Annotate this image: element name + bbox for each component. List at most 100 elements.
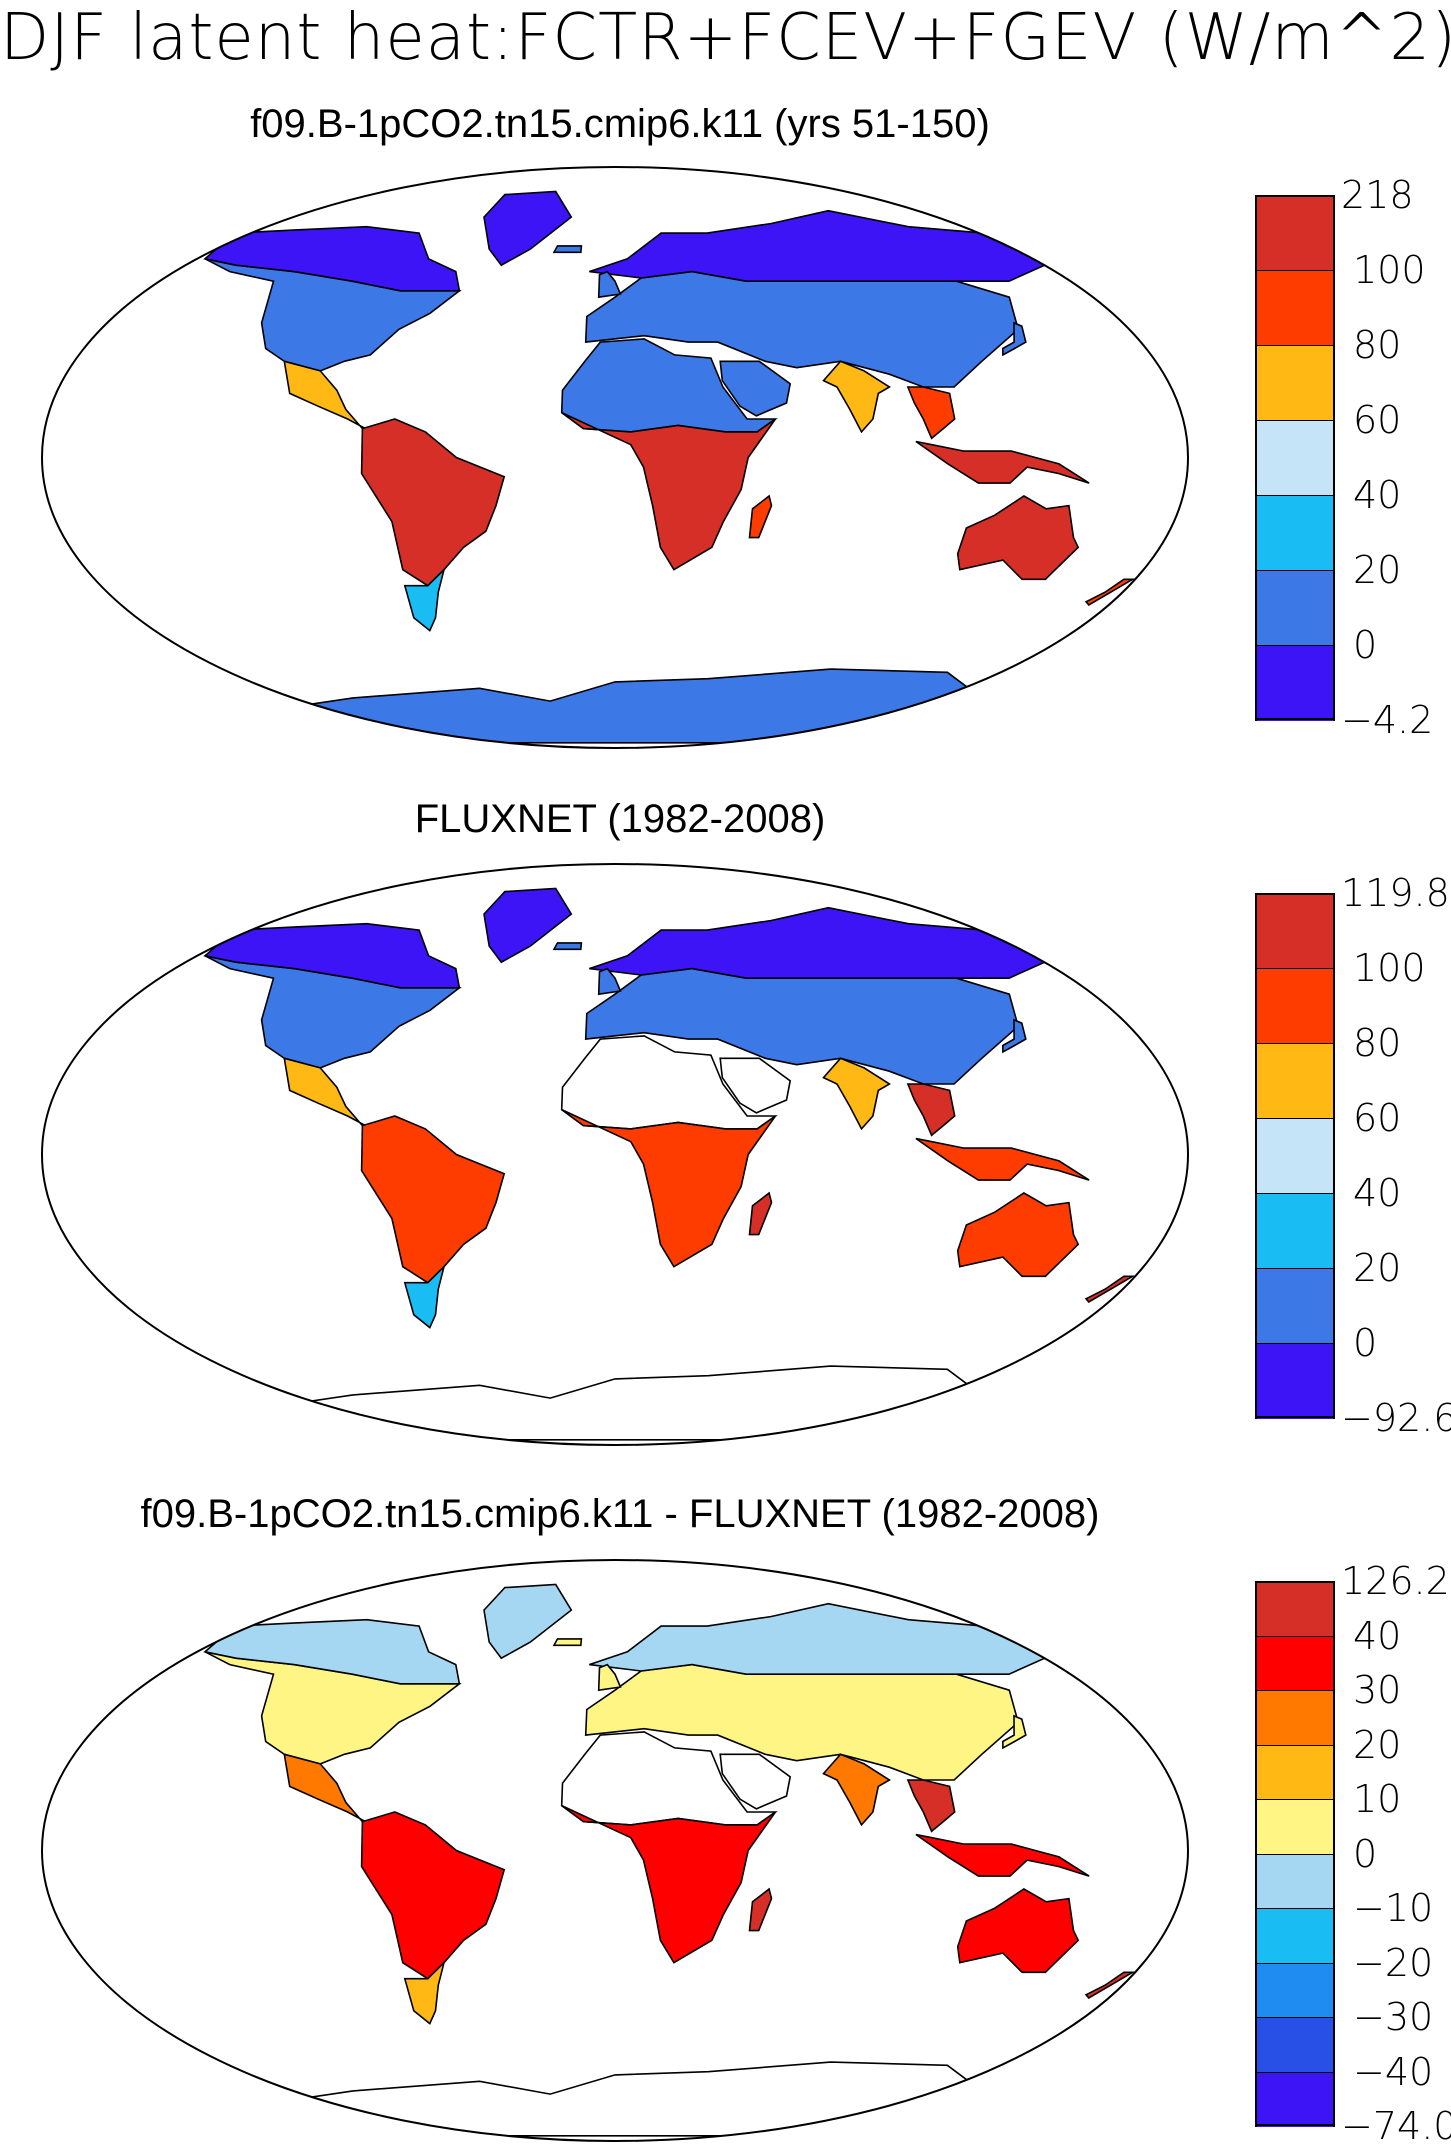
land-india	[822, 360, 891, 434]
colorbar-label: 40	[1353, 1613, 1402, 1658]
land-madag2	[552, 942, 583, 951]
colorbar-label: 30	[1353, 1668, 1402, 1712]
land-uk	[597, 967, 622, 996]
land-nz	[1084, 578, 1136, 607]
colorbar-label: 80	[1353, 323, 1402, 367]
land-cent-am	[283, 1057, 373, 1130]
colorbar-label: −40	[1353, 2049, 1434, 2094]
land-uk	[597, 270, 622, 299]
colorbar-label: −20	[1353, 1940, 1434, 1985]
land-greenland	[483, 887, 573, 964]
colorbar-swatch	[1255, 1043, 1335, 1119]
land-greenland	[483, 190, 573, 267]
land-madag2	[552, 1638, 583, 1647]
land-india	[822, 1057, 891, 1131]
land-indonesia	[915, 1137, 1090, 1181]
colorbar-label: 0	[1353, 1321, 1378, 1365]
land-sa-south	[403, 567, 446, 632]
land-antarctica	[242, 1365, 996, 1441]
colorbar-fluxnet: 119.8 100 80 60 40 20 0 −92.6	[1255, 873, 1451, 1438]
land-japan	[1001, 1714, 1027, 1750]
colorbar-swatch	[1255, 1690, 1335, 1746]
colorbar-swatch	[1255, 2017, 1335, 2073]
colorbar-swatch	[1255, 1193, 1335, 1269]
colorbar-label: 20	[1353, 1722, 1402, 1767]
land-antarctica	[242, 2061, 996, 2137]
panel-title-model: f09.B-1pCO2.tn15.cmip6.k11 (yrs 51-150)	[250, 102, 990, 146]
colorbar-swatch	[1255, 1744, 1335, 1800]
colorbar-model: 218 100 80 60 40 20 0 −4.2	[1255, 175, 1451, 740]
colorbar-label: 20	[1353, 1246, 1402, 1290]
land-africa-trop	[561, 1108, 777, 1268]
colorbar-label: 40	[1353, 473, 1402, 517]
land-arabia	[719, 360, 792, 417]
panel-title-difference: f09.B-1pCO2.tn15.cmip6.k11 - FLUXNET (19…	[140, 1492, 1100, 1536]
colorbar-swatch	[1255, 645, 1335, 721]
colorbar-swatch	[1255, 1853, 1335, 1909]
land-japan	[1001, 1018, 1027, 1054]
colorbar-swatch	[1255, 420, 1335, 496]
map-difference	[40, 1558, 1190, 2143]
land-seasia	[906, 1779, 956, 1833]
world-map-svg	[41, 1559, 1189, 2142]
colorbar-label: −4.2	[1341, 698, 1434, 742]
colorbar-label: 0	[1353, 1831, 1378, 1876]
colorbar-label: 119.8	[1341, 871, 1450, 915]
land-sa-south	[403, 1960, 446, 2025]
land-seasia	[906, 1083, 956, 1137]
land-antarctica	[242, 668, 996, 744]
colorbar-swatch	[1255, 270, 1335, 346]
colorbar-label: 60	[1353, 398, 1402, 442]
land-india	[822, 1753, 891, 1827]
land-eurasia-boreal	[589, 209, 1048, 282]
land-arabia	[719, 1057, 792, 1114]
colorbar-label: 40	[1353, 1171, 1402, 1215]
land-australia	[956, 1192, 1080, 1278]
colorbar-label: 100	[1353, 248, 1426, 292]
map-border	[41, 1559, 1189, 2142]
colorbar-swatch	[1255, 1343, 1335, 1419]
colorbar-label: 218	[1341, 173, 1414, 217]
land-madag2	[552, 245, 583, 254]
colorbar-swatch	[1255, 1799, 1335, 1855]
colorbar-swatch	[1255, 1908, 1335, 1964]
land-sa-south	[403, 1264, 446, 1329]
map-border	[41, 166, 1189, 749]
map-border	[41, 863, 1189, 1446]
colorbar-swatch	[1255, 968, 1335, 1044]
colorbar-swatch	[1255, 345, 1335, 421]
land-sa-trop	[360, 1115, 506, 1284]
land-na-boreal	[203, 922, 461, 989]
land-indonesia	[915, 440, 1090, 484]
land-madagascar	[748, 494, 773, 539]
colorbar-label: 126.21	[1341, 1559, 1451, 1603]
map-model	[40, 165, 1190, 750]
colorbar-label: 80	[1353, 1021, 1402, 1065]
land-na-boreal	[203, 225, 461, 292]
land-madagascar	[748, 1887, 773, 1932]
land-sa-trop	[360, 418, 506, 587]
colorbar-label: 10	[1353, 1777, 1402, 1821]
land-eurasia-boreal	[589, 906, 1048, 979]
colorbar-difference: 126.21 40 30 20 10 0 −10 −20 −30 −40 −74.06	[1255, 1561, 1451, 2146]
colorbar-swatch	[1255, 570, 1335, 646]
land-madagascar	[748, 1191, 773, 1236]
land-sa-trop	[360, 1811, 506, 1980]
colorbar-label: 60	[1353, 1096, 1402, 1140]
land-arabia	[719, 1753, 792, 1810]
land-nz	[1084, 1971, 1136, 2000]
colorbar-label: −74.06	[1341, 2104, 1451, 2148]
colorbar-label: 100	[1353, 946, 1426, 990]
land-greenland	[483, 1583, 573, 1660]
land-africa-trop	[561, 1804, 777, 1964]
world-map-svg	[41, 166, 1189, 749]
colorbar-swatch	[1255, 495, 1335, 571]
land-eurasia-boreal	[589, 1602, 1048, 1675]
colorbar-swatch	[1255, 1118, 1335, 1194]
land-cent-am	[283, 1753, 373, 1826]
land-indonesia	[915, 1833, 1090, 1877]
colorbar-label: 20	[1353, 548, 1402, 592]
land-cent-am	[283, 360, 373, 433]
colorbar-swatch	[1255, 195, 1335, 271]
colorbar-label: −10	[1353, 1886, 1434, 1930]
